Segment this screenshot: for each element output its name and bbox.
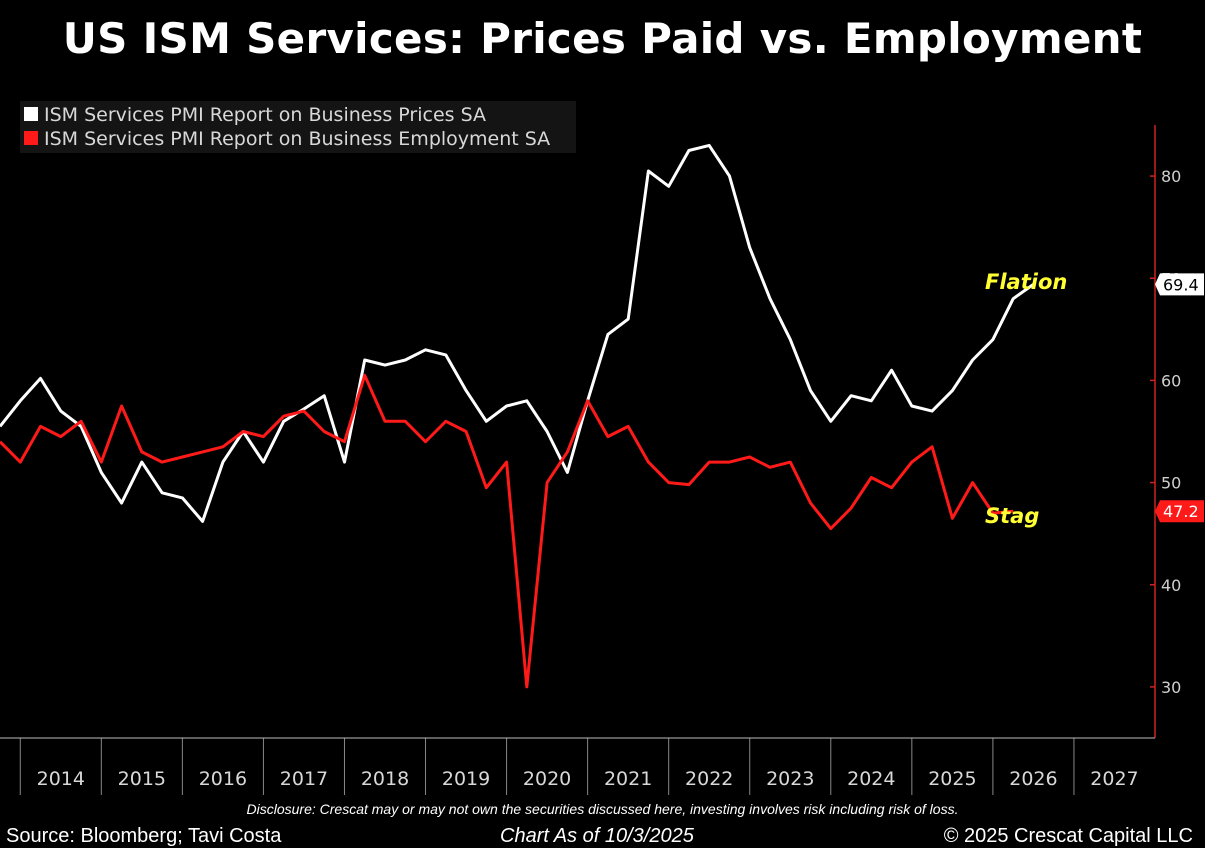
legend: ISM Services PMI Report on Business Pric…: [20, 101, 576, 153]
x-tick-label: 2019: [442, 768, 490, 790]
chart-title: US ISM Services: Prices Paid vs. Employm…: [62, 14, 1143, 63]
y-tick-label: 30: [1161, 678, 1181, 697]
y-tick-label: 50: [1161, 474, 1181, 493]
legend-swatch-prices: [24, 107, 38, 121]
last-value-label-employment: 47.2: [1155, 500, 1204, 523]
annotation-flation: Flation: [985, 270, 1067, 294]
x-tick-label: 2020: [523, 768, 571, 790]
y-tick-label: 40: [1161, 576, 1181, 595]
series-line-employment: [0, 373, 1014, 689]
x-tick-label: 2017: [280, 768, 328, 790]
x-tick-label: 2022: [685, 768, 733, 790]
y-tick-label: 60: [1161, 371, 1181, 390]
x-tick-label: 2025: [928, 768, 976, 790]
x-grid: [19, 738, 1075, 795]
x-tick-label: 2016: [199, 768, 247, 790]
as-of-date: Chart As of 10/3/2025: [500, 825, 694, 847]
source-text: Source: Bloomberg; Tavi Costa: [6, 825, 282, 847]
x-tick-label: 2018: [361, 768, 409, 790]
legend-label-employment: ISM Services PMI Report on Business Empl…: [44, 128, 550, 150]
series-line-prices: [0, 143, 1035, 523]
copyright-text: © 2025 Crescat Capital LLC: [943, 825, 1193, 847]
legend-background: [20, 101, 576, 153]
legend-swatch-employment: [24, 131, 38, 145]
disclosure-text: Disclosure: Crescat may or may not own t…: [246, 801, 959, 817]
x-ticks: 2014 2015 2016 2017 2018 2019 2020 2021 2022 2023…: [37, 768, 1139, 790]
x-tick-label: 2026: [1009, 768, 1057, 790]
y-ticks: 304050607080: [1150, 167, 1181, 697]
x-tick-label: 2024: [847, 768, 895, 790]
last-value-text: 69.4: [1163, 275, 1199, 294]
x-tick-label: 2014: [37, 768, 85, 790]
last-value-box: [1155, 273, 1204, 296]
y-tick-label: 80: [1161, 167, 1181, 186]
x-tick-label: 2021: [604, 768, 652, 790]
last-value-label-prices: 69.4: [1155, 273, 1204, 296]
last-value-box: [1155, 500, 1204, 523]
last-value-text: 47.2: [1163, 502, 1199, 521]
legend-label-prices: ISM Services PMI Report on Business Pric…: [44, 104, 486, 126]
x-tick-label: 2015: [118, 768, 166, 790]
annotation-stag: Stag: [985, 504, 1039, 528]
series-layer: [0, 143, 1035, 689]
x-tick-label: 2027: [1090, 768, 1138, 790]
x-tick-label: 2023: [766, 768, 814, 790]
last-value-labels: 69.4 47.2: [1155, 273, 1204, 523]
